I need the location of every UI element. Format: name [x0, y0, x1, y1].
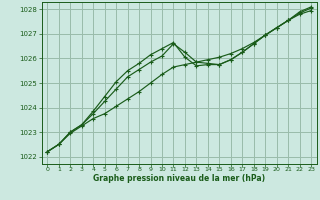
X-axis label: Graphe pression niveau de la mer (hPa): Graphe pression niveau de la mer (hPa): [93, 174, 265, 183]
